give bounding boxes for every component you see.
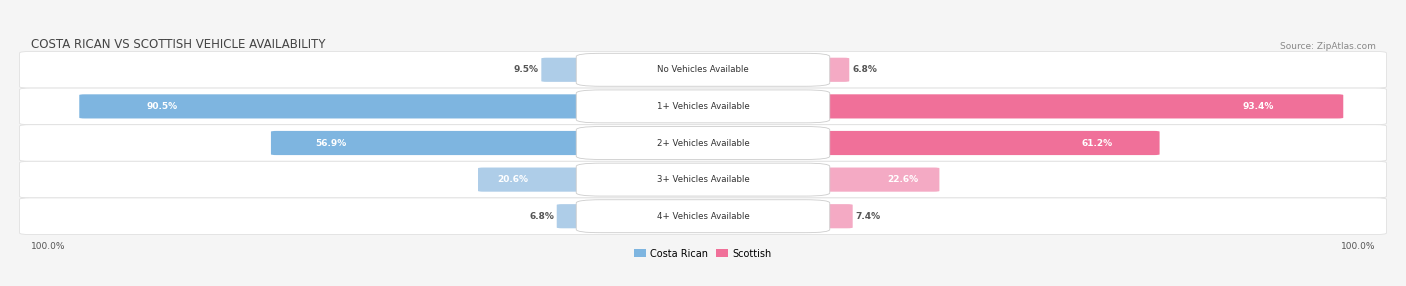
FancyBboxPatch shape <box>20 198 1386 235</box>
FancyBboxPatch shape <box>576 53 830 86</box>
Text: 100.0%: 100.0% <box>1341 242 1375 251</box>
Text: No Vehicles Available: No Vehicles Available <box>657 65 749 74</box>
FancyBboxPatch shape <box>478 168 606 192</box>
FancyBboxPatch shape <box>271 131 606 155</box>
Text: 61.2%: 61.2% <box>1081 138 1112 148</box>
FancyBboxPatch shape <box>576 163 830 196</box>
Text: 2+ Vehicles Available: 2+ Vehicles Available <box>657 138 749 148</box>
Text: 93.4%: 93.4% <box>1243 102 1274 111</box>
FancyBboxPatch shape <box>800 204 852 228</box>
Text: 3+ Vehicles Available: 3+ Vehicles Available <box>657 175 749 184</box>
FancyBboxPatch shape <box>576 126 830 160</box>
Text: COSTA RICAN VS SCOTTISH VEHICLE AVAILABILITY: COSTA RICAN VS SCOTTISH VEHICLE AVAILABI… <box>31 39 325 51</box>
FancyBboxPatch shape <box>20 88 1386 125</box>
FancyBboxPatch shape <box>79 94 606 118</box>
Legend: Costa Rican, Scottish: Costa Rican, Scottish <box>630 245 776 263</box>
Text: Source: ZipAtlas.com: Source: ZipAtlas.com <box>1279 43 1375 51</box>
Text: 4+ Vehicles Available: 4+ Vehicles Available <box>657 212 749 221</box>
Text: 56.9%: 56.9% <box>315 138 347 148</box>
FancyBboxPatch shape <box>20 161 1386 198</box>
FancyBboxPatch shape <box>20 51 1386 88</box>
FancyBboxPatch shape <box>557 204 606 228</box>
Text: 20.6%: 20.6% <box>498 175 529 184</box>
FancyBboxPatch shape <box>800 131 1160 155</box>
FancyBboxPatch shape <box>576 200 830 233</box>
FancyBboxPatch shape <box>800 58 849 82</box>
Text: 7.4%: 7.4% <box>855 212 880 221</box>
Text: 1+ Vehicles Available: 1+ Vehicles Available <box>657 102 749 111</box>
FancyBboxPatch shape <box>576 90 830 123</box>
Text: 100.0%: 100.0% <box>31 242 65 251</box>
Text: 6.8%: 6.8% <box>852 65 877 74</box>
Text: 90.5%: 90.5% <box>146 102 179 111</box>
Text: 9.5%: 9.5% <box>513 65 538 74</box>
FancyBboxPatch shape <box>20 125 1386 161</box>
Text: 22.6%: 22.6% <box>887 175 918 184</box>
FancyBboxPatch shape <box>541 58 606 82</box>
Text: 6.8%: 6.8% <box>529 212 554 221</box>
FancyBboxPatch shape <box>800 94 1343 118</box>
FancyBboxPatch shape <box>800 168 939 192</box>
